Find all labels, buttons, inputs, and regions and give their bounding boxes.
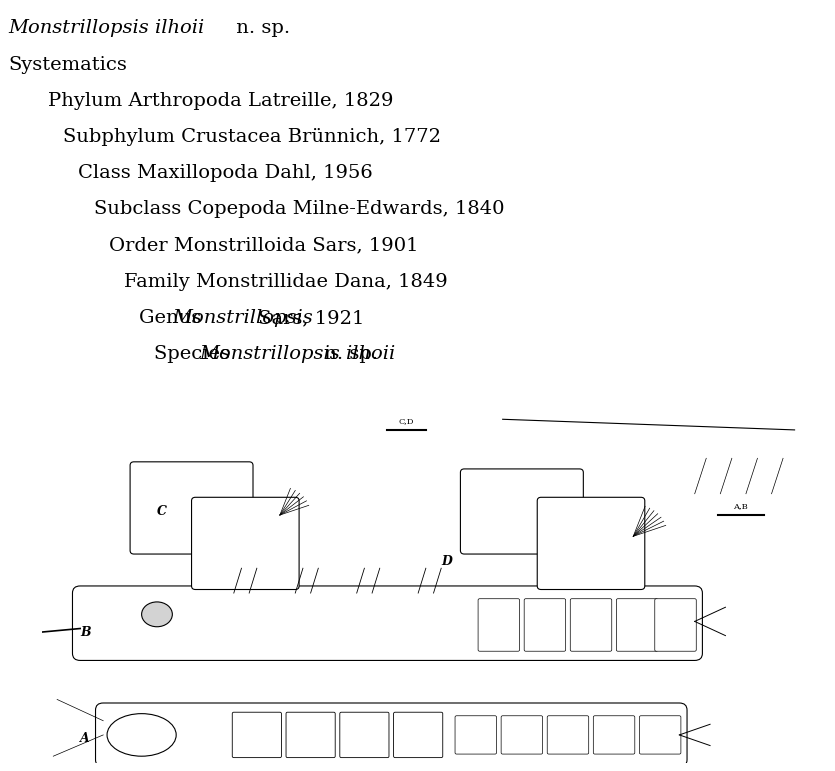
Text: B: B [80,625,91,638]
FancyBboxPatch shape [130,462,253,554]
Text: Subphylum Crustacea Brünnich, 1772: Subphylum Crustacea Brünnich, 1772 [63,128,442,146]
Text: C: C [157,505,167,518]
FancyBboxPatch shape [73,586,702,661]
Text: C,D: C,D [399,417,414,425]
Text: Phylum Arthropoda Latreille, 1829: Phylum Arthropoda Latreille, 1829 [48,92,394,109]
Text: Monstrillopsis: Monstrillopsis [173,309,313,327]
FancyBboxPatch shape [655,599,696,651]
FancyBboxPatch shape [286,712,335,758]
Ellipse shape [107,714,176,756]
FancyBboxPatch shape [478,599,519,651]
FancyBboxPatch shape [191,497,299,590]
FancyBboxPatch shape [95,703,687,767]
Text: Order Monstrilloida Sars, 1901: Order Monstrilloida Sars, 1901 [109,237,418,254]
Text: Subclass Copepoda Milne-Edwards, 1840: Subclass Copepoda Milne-Edwards, 1840 [94,200,504,218]
FancyBboxPatch shape [616,599,658,651]
FancyBboxPatch shape [455,715,497,754]
Text: Monstrillopsis ilhoii: Monstrillopsis ilhoii [199,345,395,363]
FancyBboxPatch shape [232,712,281,758]
Text: n. sp.: n. sp. [230,19,290,37]
Text: D: D [441,554,452,567]
FancyBboxPatch shape [393,712,443,758]
Text: Class Maxillopoda Dahl, 1956: Class Maxillopoda Dahl, 1956 [78,164,373,182]
Text: A,B: A,B [733,502,748,510]
Text: Sars, 1921: Sars, 1921 [252,309,365,327]
Text: Genus: Genus [139,309,207,327]
Ellipse shape [142,602,172,627]
Text: n. sp.: n. sp. [318,345,378,363]
Text: Family Monstrillidae Dana, 1849: Family Monstrillidae Dana, 1849 [124,273,448,291]
FancyBboxPatch shape [501,715,543,754]
FancyBboxPatch shape [547,715,589,754]
FancyBboxPatch shape [640,715,681,754]
FancyBboxPatch shape [570,599,612,651]
Text: Systematics: Systematics [8,56,127,73]
FancyBboxPatch shape [594,715,635,754]
FancyBboxPatch shape [340,712,389,758]
FancyBboxPatch shape [460,469,584,554]
FancyBboxPatch shape [524,599,565,651]
Text: Monstrillopsis ilhoii: Monstrillopsis ilhoii [8,19,205,37]
Text: Species: Species [154,345,236,363]
Text: A: A [80,732,90,745]
FancyBboxPatch shape [537,497,645,590]
